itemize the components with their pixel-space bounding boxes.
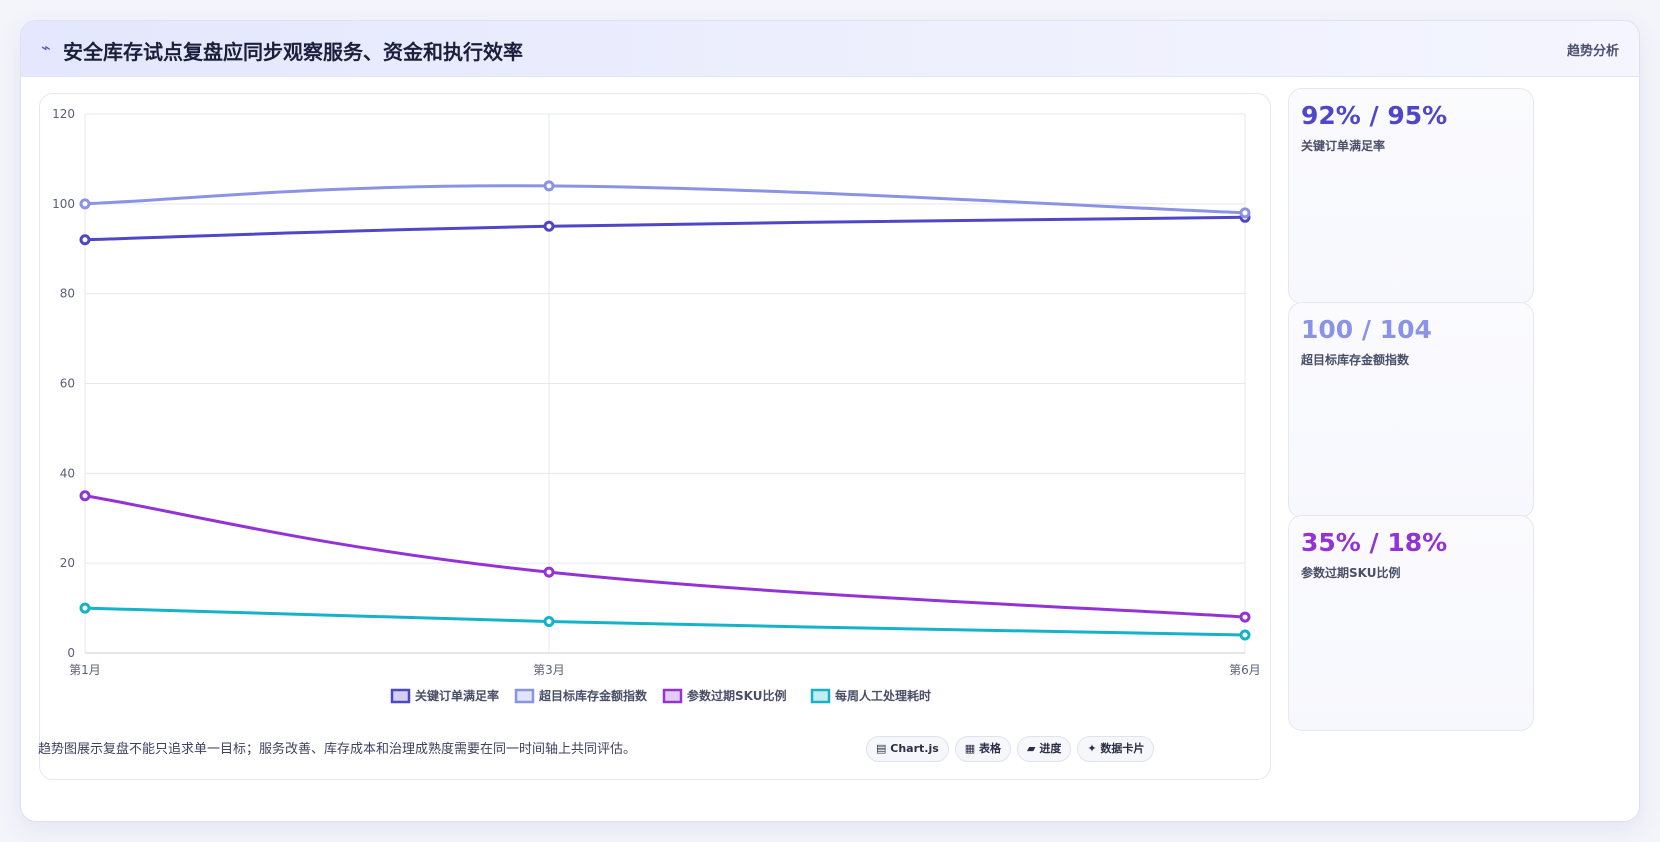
pill-label: 数据卡片	[1100, 742, 1145, 755]
kpi-label: 超目标库存金额指数	[1301, 353, 1410, 367]
series-line-1	[84, 184, 1246, 215]
pill-label: Chart.js	[890, 742, 939, 755]
series-line-3	[84, 606, 1246, 637]
y-tick-label: 120	[52, 107, 75, 121]
pill-label: 进度	[1039, 742, 1062, 755]
pill-table[interactable]: ▦ 表格	[954, 736, 1012, 762]
y-tick-label: 40	[60, 466, 75, 480]
legend-swatch	[514, 688, 535, 704]
x-tick-label: 第3月	[533, 663, 565, 677]
pill-label: 表格	[979, 742, 1002, 755]
trend-icon: ⌁	[41, 38, 51, 57]
progress-icon: ▰	[1027, 742, 1036, 755]
data-point	[79, 234, 91, 246]
kpi-card-expired-sku: 35% / 18% 参数过期SKU比例	[1288, 515, 1534, 731]
series-line-0	[84, 215, 1246, 242]
data-point	[543, 180, 555, 192]
pill-progress[interactable]: ▰ 进度	[1017, 736, 1072, 762]
kpi-label: 关键订单满足率	[1301, 139, 1386, 153]
y-tick-label: 80	[60, 287, 75, 301]
y-tick-label: 0	[67, 646, 75, 660]
x-tick-label: 第1月	[69, 663, 101, 677]
kpi-label: 参数过期SKU比例	[1301, 566, 1401, 580]
kpi-value: 100 / 104	[1301, 315, 1432, 344]
data-point	[79, 198, 91, 210]
card-title: 安全库存试点复盘应同步观察服务、资金和执行效率	[63, 40, 523, 64]
data-point	[543, 566, 555, 578]
data-point	[1239, 611, 1251, 623]
legend-swatch	[810, 688, 831, 704]
data-point	[79, 490, 91, 502]
data-point	[543, 616, 555, 628]
legend-label: 参数过期SKU比例	[687, 688, 786, 703]
series-line-2	[84, 494, 1246, 619]
card-header: ⌁ 安全库存试点复盘应同步观察服务、资金和执行效率 趋势分析	[21, 21, 1639, 77]
chart-footnote: 趋势图展示复盘不能只追求单一目标；服务改善、库存成本和治理成熟度需要在同一时间轴…	[38, 742, 637, 757]
legend-swatch	[390, 688, 411, 704]
data-point	[1239, 629, 1251, 641]
pill-data-card[interactable]: ✦ 数据卡片	[1077, 736, 1155, 762]
legend-swatch	[662, 688, 683, 704]
chart-icon: ▤	[876, 742, 887, 755]
sparkle-icon: ✦	[1087, 742, 1097, 755]
kpi-card-inventory-index: 100 / 104 超目标库存金额指数	[1288, 302, 1534, 518]
view-badge: 趋势分析	[1566, 44, 1619, 59]
line-chart-panel: 0 20 40 60 80 100 120 第1月 第3月 第6月关键订单满足率 超目标库存金额指数…	[39, 93, 1271, 780]
x-tick-label: 第6月	[1229, 663, 1261, 677]
kpi-value: 35% / 18%	[1301, 528, 1448, 557]
data-point	[1239, 207, 1251, 219]
legend-label: 关键订单满足率	[415, 688, 499, 703]
table-icon: ▦	[964, 742, 976, 755]
tag-pills: ▤ Chart.js ▦ 表格 ▰ 进度 ✦ 数据卡片	[866, 736, 1160, 764]
pill-chartjs[interactable]: ▤ Chart.js	[866, 736, 949, 762]
legend-label: 每周人工处理耗时	[835, 688, 931, 703]
kpi-value: 92% / 95%	[1301, 101, 1448, 130]
kpi-card-order-fill: 92% / 95% 关键订单满足率	[1288, 88, 1534, 304]
y-tick-label: 100	[52, 197, 75, 211]
y-tick-label: 20	[60, 556, 75, 570]
data-point	[543, 220, 555, 232]
legend-label: 超目标库存金额指数	[538, 688, 648, 703]
data-point	[79, 602, 91, 614]
y-tick-label: 60	[60, 377, 75, 391]
dashboard-card: ⌁ 安全库存试点复盘应同步观察服务、资金和执行效率 趋势分析 0 20 40 60 80…	[20, 20, 1640, 822]
